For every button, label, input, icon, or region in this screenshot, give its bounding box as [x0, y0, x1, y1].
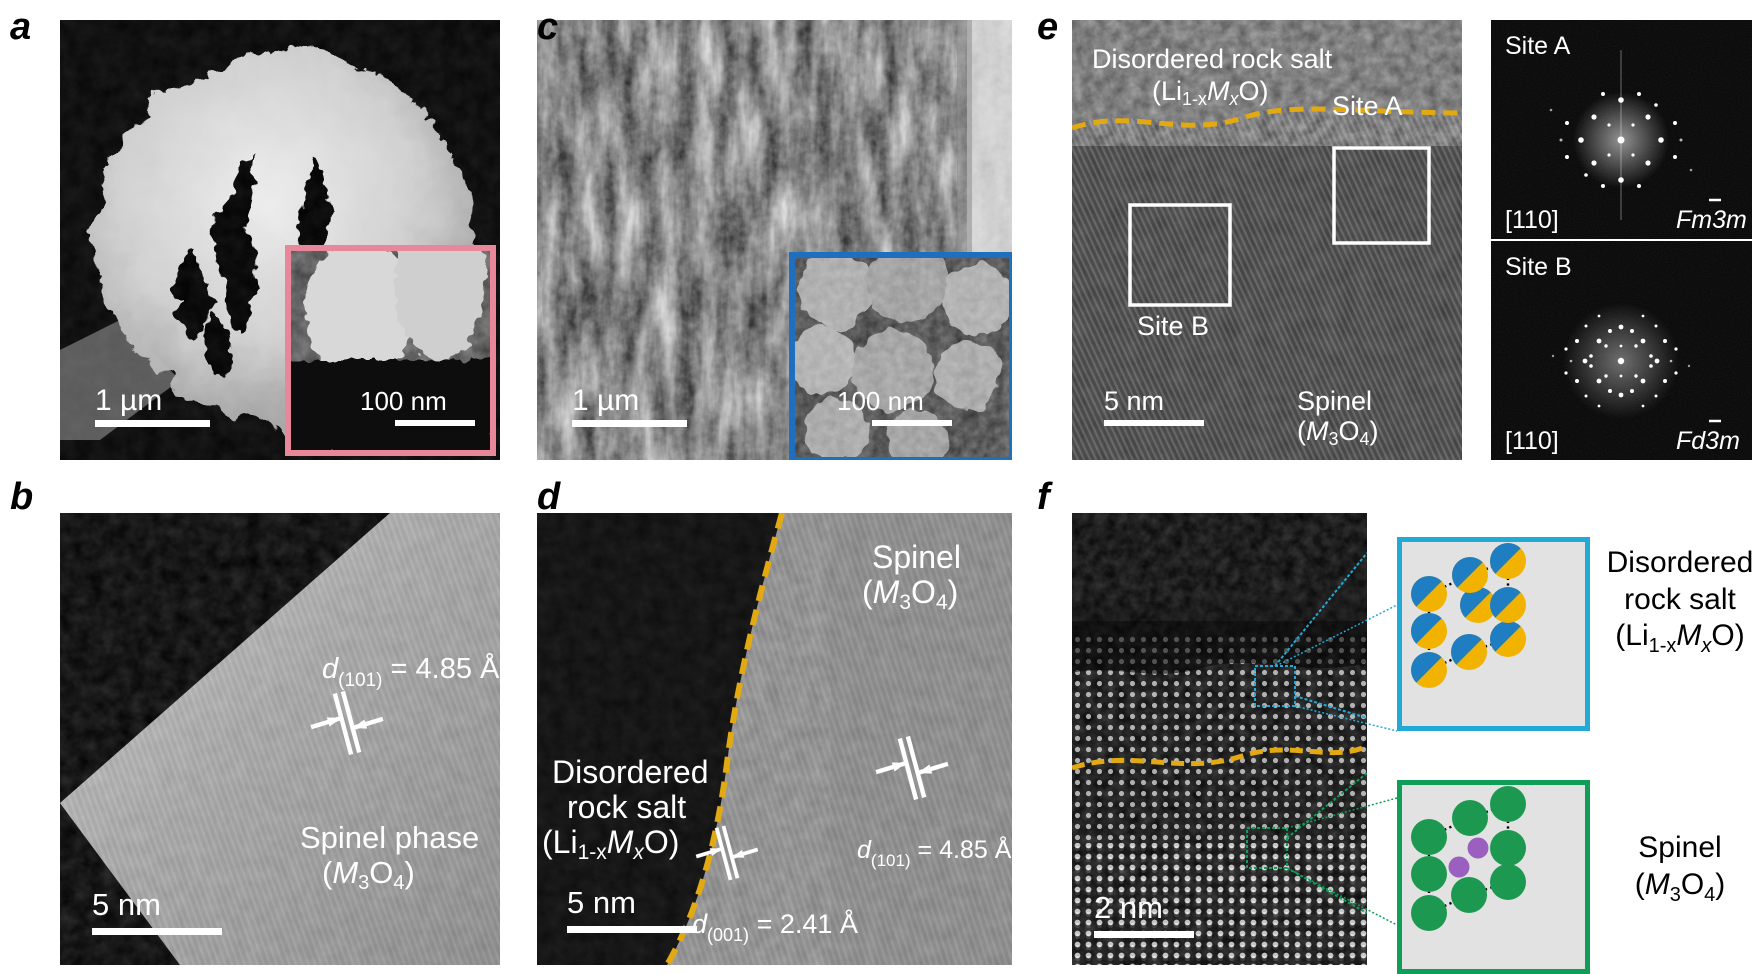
svg-text:[110]: [110] — [1505, 206, 1559, 234]
svg-text:5 nm: 5 nm — [1104, 386, 1164, 416]
svg-text:1 µm: 1 µm — [95, 384, 162, 417]
svg-text:2 nm: 2 nm — [1094, 890, 1163, 925]
svg-text:Spinel phase: Spinel phase — [300, 820, 479, 855]
svg-text:(Li1-xMxO): (Li1-xMxO) — [1152, 76, 1269, 109]
svg-text:Site A: Site A — [1332, 91, 1403, 121]
svg-text:Fd3m: Fd3m — [1676, 427, 1740, 455]
svg-text:Site B: Site B — [1505, 253, 1572, 281]
svg-text:100 nm: 100 nm — [360, 386, 447, 416]
svg-text:Spinel: Spinel — [872, 539, 961, 575]
svg-text:Site A: Site A — [1505, 32, 1571, 60]
svg-text:Spinel: Spinel — [1297, 386, 1372, 416]
svg-text:5 nm: 5 nm — [567, 885, 636, 920]
svg-text:Disordered rock salt: Disordered rock salt — [1092, 44, 1333, 74]
svg-text:5 nm: 5 nm — [92, 887, 161, 922]
svg-text:Site B: Site B — [1137, 311, 1209, 341]
svg-text:Disordered: Disordered — [552, 754, 709, 790]
svg-text:1 µm: 1 µm — [572, 384, 639, 417]
svg-text:[110]: [110] — [1505, 427, 1559, 455]
svg-text:(Li1-xMxO): (Li1-xMxO) — [542, 824, 679, 864]
svg-text:100 nm: 100 nm — [837, 386, 924, 416]
svg-text:Fm3m: Fm3m — [1676, 206, 1747, 234]
svg-text:rock salt: rock salt — [567, 789, 686, 825]
